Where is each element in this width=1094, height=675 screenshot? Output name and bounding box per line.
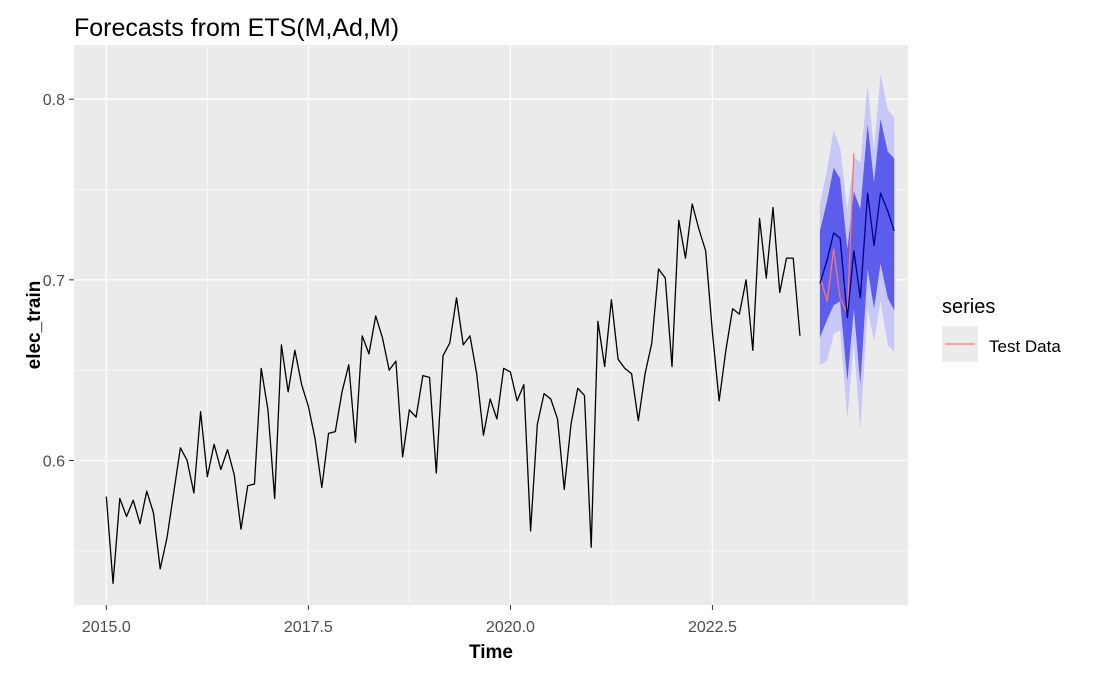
x-axis: 2015.0 2017.5 2020.0 2022.5	[82, 605, 737, 636]
x-tick-label: 2015.0	[82, 619, 131, 636]
x-tick-label: 2022.5	[688, 619, 737, 636]
x-axis-title: Time	[469, 642, 513, 663]
series-line-test	[819, 153, 855, 315]
plot-panel	[74, 45, 908, 605]
legend-label-test-data: Test Data	[989, 337, 1061, 356]
series-lines	[105, 153, 895, 584]
y-axis-title: elec_train	[24, 281, 45, 370]
y-axis: 0.6 0.7 0.8	[43, 92, 74, 470]
series-line-history	[105, 203, 801, 584]
prediction-intervals	[819, 73, 895, 430]
y-tick-label: 0.8	[43, 92, 65, 109]
y-tick-label: 0.7	[43, 273, 65, 290]
legend: series Test Data	[942, 296, 1061, 362]
minor-gridlines	[74, 45, 908, 605]
x-tick-label: 2017.5	[284, 619, 333, 636]
chart-title: Forecasts from ETS(M,Ad,M)	[74, 14, 399, 42]
y-tick-label: 0.6	[43, 453, 65, 470]
interval-band-80	[819, 119, 895, 385]
x-tick-label: 2020.0	[486, 619, 535, 636]
series-line-forecast	[819, 192, 895, 319]
legend-title: series	[942, 296, 995, 318]
